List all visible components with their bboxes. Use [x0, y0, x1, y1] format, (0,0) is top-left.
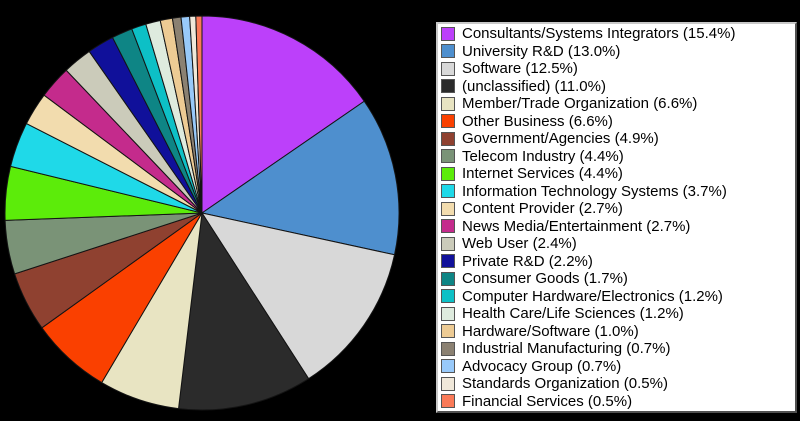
legend-item-web-user: Web User (2.4%) [441, 235, 791, 253]
legend-label: Financial Services (0.5%) [462, 392, 633, 410]
legend-swatch-icon [441, 79, 455, 94]
legend-label: Content Provider (2.7%) [462, 200, 623, 218]
legend-swatch-icon [441, 271, 455, 286]
legend-item-software: Software (12.5%) [441, 60, 791, 78]
legend-swatch-icon [441, 96, 455, 111]
legend-item-consumer-goods: Consumer Goods (1.7%) [441, 270, 791, 288]
pie-slice-financial-services [195, 15, 203, 214]
legend-item-content-provider: Content Provider (2.7%) [441, 200, 791, 218]
pie-slice-consultants-systems-integrators [201, 15, 365, 214]
legend-swatch-icon [441, 254, 455, 269]
legend-label: Internet Services (4.4%) [462, 165, 623, 183]
legend-item-health-care-life-sciences: Health Care/Life Sciences (1.2%) [441, 305, 791, 323]
legend-item-financial-services: Financial Services (0.5%) [441, 393, 791, 411]
legend-label: Advocacy Group (0.7%) [462, 357, 622, 375]
legend-item-internet-services: Internet Services (4.4%) [441, 165, 791, 183]
legend-label: Private R&D (2.2%) [462, 252, 593, 270]
legend-item-private-r-d: Private R&D (2.2%) [441, 253, 791, 271]
legend-swatch-icon [441, 236, 455, 251]
legend-label: News Media/Entertainment (2.7%) [462, 217, 691, 235]
legend-box: Consultants/Systems Integrators (15.4%) U… [436, 22, 797, 413]
legend-label: Government/Agencies (4.9%) [462, 130, 659, 148]
legend-label: Industrial Manufacturing (0.7%) [462, 340, 671, 358]
legend-swatch-icon [441, 114, 455, 129]
legend-item-information-technology-systems: Information Technology Systems (3.7%) [441, 183, 791, 201]
legend-label: Computer Hardware/Electronics (1.2%) [462, 287, 723, 305]
legend-item-government-agencies: Government/Agencies (4.9%) [441, 130, 791, 148]
legend-item-other-business: Other Business (6.6%) [441, 113, 791, 131]
legend-swatch-icon [441, 324, 455, 339]
legend-item-news-media-entertainment: News Media/Entertainment (2.7%) [441, 218, 791, 236]
legend-swatch-icon [441, 166, 455, 181]
legend-label: University R&D (13.0%) [462, 42, 621, 60]
legend-label: Hardware/Software (1.0%) [462, 322, 639, 340]
legend-item-unclassified: (unclassified) (11.0%) [441, 78, 791, 96]
legend-swatch-icon [441, 219, 455, 234]
pie-slice-university-r-d [201, 100, 400, 256]
legend-swatch-icon [441, 289, 455, 304]
legend-label: Web User (2.4%) [462, 235, 577, 253]
legend-label: Telecom Industry (4.4%) [462, 147, 624, 165]
legend-item-advocacy-group: Advocacy Group (0.7%) [441, 358, 791, 376]
legend-label: Consultants/Systems Integrators (15.4%) [462, 25, 736, 43]
legend-swatch-icon [441, 44, 455, 59]
legend-swatch-icon [441, 201, 455, 216]
legend-swatch-icon [441, 61, 455, 76]
pie-slice-software [201, 212, 396, 380]
legend-item-computer-hardware-electronics: Computer Hardware/Electronics (1.2%) [441, 288, 791, 306]
legend-label: Consumer Goods (1.7%) [462, 270, 628, 288]
legend-item-standards-organization: Standards Organization (0.5%) [441, 375, 791, 393]
legend-label: Standards Organization (0.5%) [462, 375, 668, 393]
legend-item-hardware-software: Hardware/Software (1.0%) [441, 323, 791, 341]
legend-item-member-trade-organization: Member/Trade Organization (6.6%) [441, 95, 791, 113]
legend-label: Software (12.5%) [462, 60, 578, 78]
legend-label: Member/Trade Organization (6.6%) [462, 95, 698, 113]
legend-swatch-icon [441, 184, 455, 199]
legend-swatch-icon [441, 306, 455, 321]
legend-item-consultants-systems-integrators: Consultants/Systems Integrators (15.4%) [441, 25, 791, 43]
legend-label: Information Technology Systems (3.7%) [462, 182, 727, 200]
legend-swatch-icon [441, 359, 455, 374]
legend-swatch-icon [441, 26, 455, 41]
legend-label: Other Business (6.6%) [462, 112, 613, 130]
legend-swatch-icon [441, 149, 455, 164]
legend-swatch-icon [441, 376, 455, 391]
legend-swatch-icon [441, 394, 455, 409]
legend-item-university-r-d: University R&D (13.0%) [441, 43, 791, 61]
legend-item-industrial-manufacturing: Industrial Manufacturing (0.7%) [441, 340, 791, 358]
legend-swatch-icon [441, 131, 455, 146]
legend-item-telecom-industry: Telecom Industry (4.4%) [441, 148, 791, 166]
pie-slice-unclassified [178, 212, 310, 411]
legend-label: Health Care/Life Sciences (1.2%) [462, 305, 684, 323]
legend-label: (unclassified) (11.0%) [462, 77, 606, 95]
legend-swatch-icon [441, 341, 455, 356]
